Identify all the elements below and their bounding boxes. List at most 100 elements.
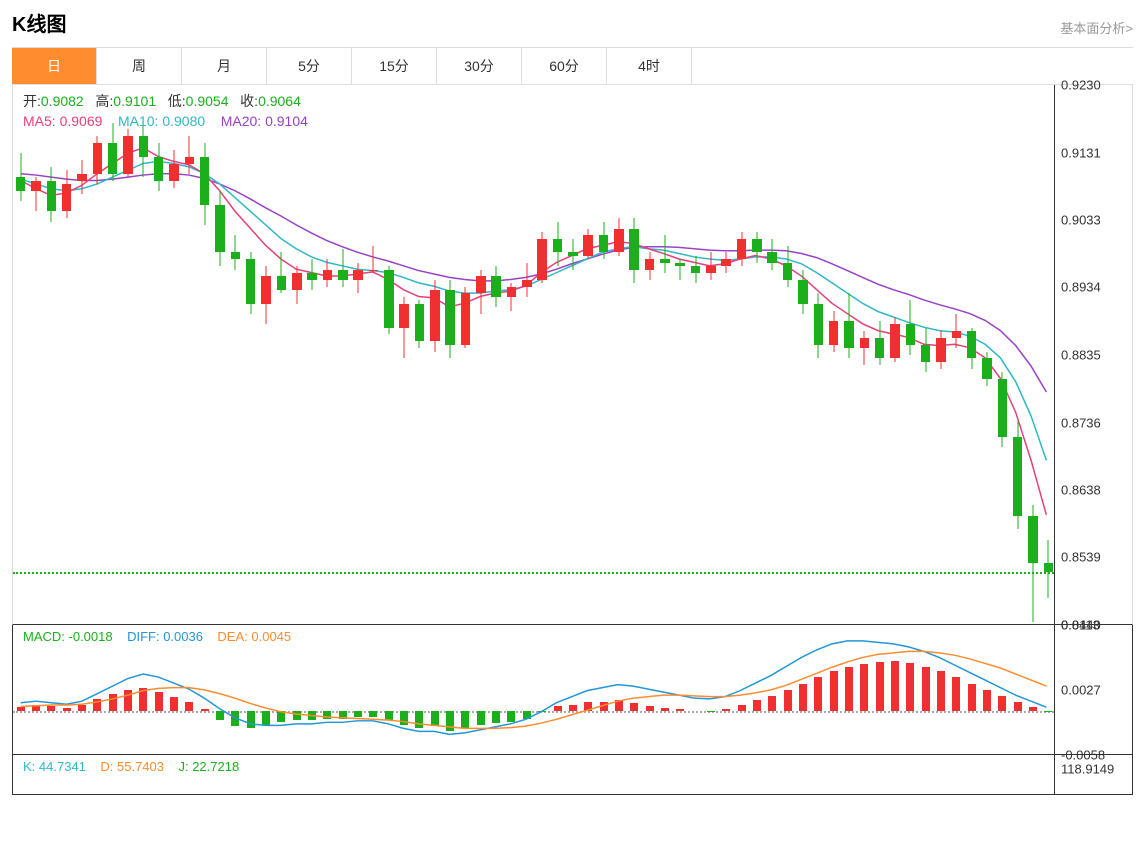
candle (139, 85, 149, 624)
candle (338, 85, 348, 624)
candle (537, 85, 547, 624)
candle (599, 85, 609, 624)
dea-label: DEA: 0.0045 (217, 629, 291, 644)
candle (522, 85, 532, 624)
candle (1028, 85, 1038, 624)
candle (215, 85, 225, 624)
high-value: 0.9101 (113, 93, 156, 109)
candle (614, 85, 624, 624)
candle (62, 85, 72, 624)
candlestick-chart[interactable]: 开:0.9082 高:0.9101 低:0.9054 收:0.9064 MA5:… (13, 85, 1054, 624)
candle (921, 85, 931, 624)
macd-chart[interactable]: MACD: -0.0018 DIFF: 0.0036 DEA: 0.0045 (13, 625, 1054, 754)
candle (77, 85, 87, 624)
price-ytick: 0.9033 (1061, 212, 1101, 227)
candle (906, 85, 916, 624)
open-label: 开: (23, 93, 41, 109)
candle (645, 85, 655, 624)
candle (814, 85, 824, 624)
ma10-label: MA10: 0.9080 (118, 113, 205, 129)
candle (369, 85, 379, 624)
high-label: 高: (95, 93, 113, 109)
price-ytick: 0.8835 (1061, 348, 1101, 363)
candle (108, 85, 118, 624)
low-label: 低: (168, 93, 186, 109)
candle (952, 85, 962, 624)
candle (461, 85, 471, 624)
timeframe-tabs: 日周月5分15分30分60分4时 (12, 47, 1133, 85)
candle (967, 85, 977, 624)
candle (860, 85, 870, 624)
ma-readout: MA5: 0.9069 MA10: 0.9080 MA20: 0.9104 (23, 113, 308, 129)
price-ytick: 0.8638 (1061, 482, 1101, 497)
candle (185, 85, 195, 624)
candle (507, 85, 517, 624)
candle (445, 85, 455, 624)
candle (292, 85, 302, 624)
fundamental-analysis-link[interactable]: 基本面分析> (1060, 18, 1133, 37)
price-ytick: 0.8934 (1061, 280, 1101, 295)
timeframe-tab[interactable]: 15分 (352, 48, 437, 84)
candle (200, 85, 210, 624)
macd-ytick: 0.0027 (1061, 683, 1101, 698)
candle (691, 85, 701, 624)
k-label: K: 44.7341 (23, 759, 86, 774)
candle (767, 85, 777, 624)
ma20-label: MA20: 0.9104 (221, 113, 308, 129)
candle (844, 85, 854, 624)
diff-label: DIFF: 0.0036 (127, 629, 203, 644)
candle (798, 85, 808, 624)
kdj-y-axis: 118.9149 (1054, 755, 1132, 794)
candle (123, 85, 133, 624)
candle (875, 85, 885, 624)
candle (261, 85, 271, 624)
candle (491, 85, 501, 624)
candle (675, 85, 685, 624)
candle (323, 85, 333, 624)
candle (752, 85, 762, 624)
candle (936, 85, 946, 624)
macd-label: MACD: -0.0018 (23, 629, 113, 644)
j-label: J: 22.7218 (178, 759, 239, 774)
candle (998, 85, 1008, 624)
timeframe-tab[interactable]: 30分 (437, 48, 522, 84)
candle (737, 85, 747, 624)
timeframe-tab[interactable]: 月 (182, 48, 267, 84)
main-chart: 开:0.9082 高:0.9101 低:0.9054 收:0.9064 MA5:… (12, 85, 1133, 625)
candle (1013, 85, 1023, 624)
candle (31, 85, 41, 624)
timeframe-tab[interactable]: 4时 (607, 48, 692, 84)
kdj-panel: K: 44.7341 D: 55.7403 J: 22.7218 118.914… (12, 755, 1133, 795)
candle (476, 85, 486, 624)
candle (583, 85, 593, 624)
candle (47, 85, 57, 624)
ma5-label: MA5: 0.9069 (23, 113, 102, 129)
macd-lines-overlay (13, 625, 1054, 754)
price-y-axis: 0.92300.91310.90330.89340.88350.87360.86… (1054, 85, 1132, 624)
page-title: K线图 (12, 8, 66, 37)
macd-panel: MACD: -0.0018 DIFF: 0.0036 DEA: 0.0045 0… (12, 625, 1133, 755)
candle (231, 85, 241, 624)
timeframe-tab[interactable]: 5分 (267, 48, 352, 84)
candle (399, 85, 409, 624)
macd-y-axis: 0.01130.0027-0.0058 (1054, 625, 1132, 754)
candle (384, 85, 394, 624)
close-label: 收: (240, 93, 258, 109)
candle (568, 85, 578, 624)
timeframe-tab[interactable]: 周 (97, 48, 182, 84)
ohlc-readout: 开:0.9082 高:0.9101 低:0.9054 收:0.9064 (23, 91, 301, 111)
kdj-chart[interactable]: K: 44.7341 D: 55.7403 J: 22.7218 (13, 755, 1054, 794)
header: K线图 基本面分析> (0, 0, 1145, 47)
candle (154, 85, 164, 624)
candle (721, 85, 731, 624)
timeframe-tab[interactable]: 日 (12, 48, 97, 84)
d-label: D: 55.7403 (100, 759, 164, 774)
candle (706, 85, 716, 624)
candle (1044, 85, 1054, 624)
price-ytick: 0.8736 (1061, 415, 1101, 430)
timeframe-tab[interactable]: 60分 (522, 48, 607, 84)
kdj-ytick: 118.9149 (1061, 762, 1114, 777)
candle (246, 85, 256, 624)
candle (430, 85, 440, 624)
open-value: 0.9082 (41, 93, 84, 109)
